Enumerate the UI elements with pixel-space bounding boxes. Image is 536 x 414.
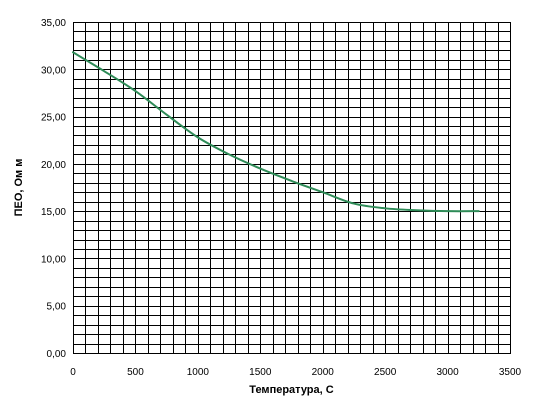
y-axis-tick-labels: 0,00 5,00 10,00 15,00 20,00 25,00 30,00 35,00 bbox=[41, 18, 66, 360]
y-tick-label: 20,00 bbox=[41, 160, 66, 171]
plot-border bbox=[73, 22, 511, 354]
grid bbox=[73, 22, 511, 354]
x-tick-label: 1500 bbox=[249, 367, 272, 378]
y-tick-label: 30,00 bbox=[41, 65, 66, 76]
y-axis-title: ПЕО, Ом м bbox=[13, 159, 25, 217]
x-tick-label: 3000 bbox=[436, 367, 459, 378]
series-layer bbox=[72, 51, 480, 213]
x-tick-label: 1000 bbox=[187, 367, 210, 378]
y-tick-label: 0,00 bbox=[47, 349, 67, 360]
y-tick-label: 15,00 bbox=[41, 207, 66, 218]
x-tick-label: 2500 bbox=[374, 367, 397, 378]
x-tick-label: 3500 bbox=[499, 367, 522, 378]
x-tick-label: 2000 bbox=[312, 367, 335, 378]
y-tick-label: 35,00 bbox=[41, 18, 66, 29]
x-axis-tick-labels: 0 500 1000 1500 2000 2500 3000 3500 bbox=[70, 367, 521, 378]
y-tick-label: 10,00 bbox=[41, 254, 66, 265]
x-tick-label: 500 bbox=[127, 367, 144, 378]
plot-area bbox=[73, 22, 510, 353]
series-line bbox=[72, 51, 480, 213]
y-tick-label: 5,00 bbox=[47, 302, 67, 313]
y-tick-label: 25,00 bbox=[41, 113, 66, 124]
x-tick-label: 0 bbox=[70, 367, 76, 378]
x-axis-title: Температура, С bbox=[249, 384, 333, 396]
